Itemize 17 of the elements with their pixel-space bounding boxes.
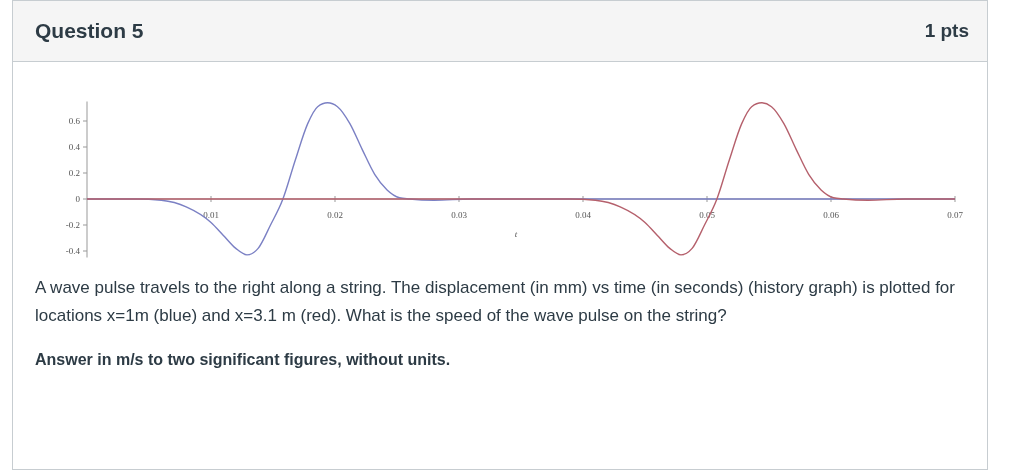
x-tick-label: 0.04 [575, 210, 592, 220]
x-tick-label: 0.03 [451, 210, 468, 220]
x-tick-label: 0.07 [947, 210, 964, 220]
y-tick-label: -0.2 [65, 220, 80, 231]
text: Answer in m/s to two significant figures, without units. [35, 350, 452, 370]
y-tick-label: 0.6 [68, 116, 81, 127]
x-tick-label: 0.01 [203, 210, 219, 220]
x-tick-label: 0.02 [327, 210, 343, 220]
y-tick-label: 0.2 [68, 168, 80, 179]
x-axis-title: t [514, 229, 518, 239]
y-tick-label: 0 [75, 194, 81, 205]
text: A wave pulse travels to the right along a string. The displacement (in mm) vs time (in seconds) (history graph) is plotted for locations x=1m (blue) and x=3.1 m (red). What is the speed of the wave pulse on the string? [35, 277, 956, 327]
y-tick-label: -0.4 [65, 246, 81, 257]
text: 1 pts [924, 20, 969, 42]
y-tick-label: 0.4 [68, 142, 81, 153]
x-tick-label: 0.06 [823, 210, 840, 220]
chart-title: Question 5 [35, 19, 144, 43]
